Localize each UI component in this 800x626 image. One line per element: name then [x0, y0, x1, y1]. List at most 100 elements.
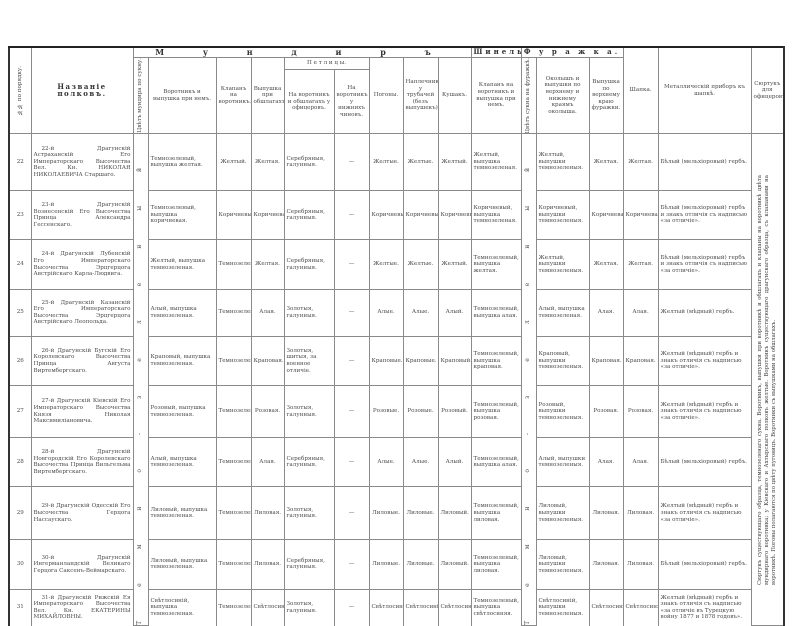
- shapka-cell: Алая.: [622, 288, 659, 337]
- regiment-name: 24-й Драгунскій Лубенскій Его Императорс…: [30, 239, 134, 290]
- shoulder-straps-cell: Алые.: [368, 436, 404, 488]
- collar-cell: Алый, выпушка темнозеленая.: [147, 288, 217, 337]
- uniform-color-column: Темно-зеленый: [132, 133, 149, 626]
- cuff-piping-cell: Коричневая.: [250, 189, 285, 241]
- header-petlitsy-lower-ranks: На воротникъ у нижнихъ чиновъ.: [333, 69, 370, 135]
- cuff-piping-cell: Лиловая.: [250, 539, 285, 590]
- header-petlitsy-officers: На воротникъ и обшлагахъ у офицеровъ.: [283, 69, 335, 135]
- shapka-cell: Коричневая.: [622, 189, 659, 241]
- greatcoat-patches-cell: Коричневый, выпушка темнозеленая.: [470, 189, 522, 241]
- cuff-piping-cell: Алая.: [250, 288, 285, 337]
- petlitsy-lower-cell: —: [333, 385, 370, 438]
- header-greatcoat: Шинель.: [470, 45, 522, 58]
- shoulder-straps-cell: Алые.: [368, 288, 404, 337]
- sash-cell: Желтый.: [437, 133, 472, 191]
- trumpeter-wings-cell: Лиловые.: [402, 539, 439, 590]
- row-number: 22: [8, 133, 32, 191]
- header-regiment-name: Названіе полковъ.: [30, 46, 134, 135]
- shoulder-straps-cell: Лиловые.: [368, 539, 404, 590]
- collar-patches-cell: Темнозеленый.: [215, 539, 252, 590]
- header-greatcoat-patches: Клапанъ на воротникъ и выпушка при немъ.: [470, 56, 522, 135]
- cap-crown-piping-cell: Лиловая.: [588, 539, 624, 590]
- petlitsy-officers-cell: Серебряныя, галунныя.: [283, 189, 335, 241]
- cap-crown-piping-cell: Желтая.: [588, 239, 624, 290]
- cap-band-cell: Лиловый, выпушки темнозеленыя.: [535, 539, 590, 590]
- petlitsy-lower-cell: —: [333, 189, 370, 241]
- regiment-name: 23-й Драгунскій Вознесенскій Его Высочес…: [30, 189, 134, 241]
- frock-coat-note-cell: Сюртукъ существующаго образца, темнозеле…: [750, 133, 786, 626]
- shoulder-straps-cell: Коричневые.: [368, 189, 404, 241]
- greatcoat-patches-cell: Темнозеленый, выпушка лиловая.: [470, 486, 522, 541]
- sash-cell: Желтый.: [437, 239, 472, 290]
- cuff-piping-cell: Алая.: [250, 436, 285, 488]
- metal-fittings-cell: Бѣлый (мельхіоровый) гербъ и знакъ отлич…: [657, 239, 752, 290]
- header-shoulder-straps: Погоны.: [368, 56, 404, 135]
- petlitsy-officers-cell: Золотыя, шитыя, за военное отличіе.: [283, 335, 335, 387]
- header-collar-patches: Клапанъ на воротникъ.: [215, 56, 252, 135]
- petlitsy-lower-cell: —: [333, 335, 370, 387]
- petlitsy-officers-cell: Серебряныя, галунныя.: [283, 436, 335, 488]
- greatcoat-patches-cell: Темнозеленый, выпушка алая.: [470, 288, 522, 337]
- regiment-row: 24 24-й Драгунскій Лубенскій Его Императо…: [8, 239, 784, 290]
- petlitsy-lower-cell: —: [333, 288, 370, 337]
- header-frock-coat: Сюртукъ для офицеровъ.: [750, 46, 786, 135]
- collar-patches-cell: Темнозеленый.: [215, 436, 252, 488]
- collar-patches-cell: Темнозеленый.: [215, 335, 252, 387]
- row-number: 23: [8, 189, 32, 241]
- petlitsy-lower-cell: —: [333, 239, 370, 290]
- collar-cell: Желтый, выпушка темнозеленая.: [147, 239, 217, 290]
- header-cap-crown-piping: Выпушка по верхнему краю фуражки.: [588, 56, 624, 135]
- metal-fittings-cell: Бѣлый (мельхіоровый) гербъ.: [657, 133, 752, 191]
- collar-patches-cell: Темнозеленый.: [215, 288, 252, 337]
- row-number: 25: [8, 288, 32, 337]
- cap-crown-piping-cell: Розовая.: [588, 385, 624, 438]
- greatcoat-patches-cell: Темнозеленый, выпушка розовая.: [470, 385, 522, 438]
- collar-patches-cell: Темнозеленый.: [215, 239, 252, 290]
- header-shapka: Шапка.: [622, 46, 659, 135]
- regiment-row: 25 25-й Драгунскій Казанскій Его Императо…: [8, 288, 784, 337]
- uniform-table: №№ по порядку. Названіе полковъ. М у н д…: [8, 45, 786, 626]
- cuff-piping-cell: Желтая.: [250, 133, 285, 191]
- metal-fittings-cell: Бѣлый (мельхіоровый) гербъ.: [657, 539, 752, 590]
- metal-fittings-cell: Желтый (мѣдный) гербъ и знакъ отличія съ…: [657, 486, 752, 541]
- greatcoat-patches-cell: Темнозеленый, выпушка лиловая.: [470, 539, 522, 590]
- shapka-cell: Алая.: [622, 436, 659, 488]
- shoulder-straps-cell: Розовые.: [368, 385, 404, 438]
- shapka-cell: Розовая.: [622, 385, 659, 438]
- regiment-row: 23 23-й Драгунскій Вознесенскій Его Высоч…: [8, 189, 784, 241]
- regiment-row: 30 30-й Драгунскій Ингерманландскій Велик…: [8, 539, 784, 590]
- shapka-cell: Желтая.: [622, 133, 659, 191]
- collar-patches-cell: Темнозеленый.: [215, 385, 252, 438]
- cap-band-cell: Розовый, выпушки темнозеленыя.: [535, 385, 590, 438]
- header-number: №№ по порядку.: [8, 46, 32, 135]
- row-number: 29: [8, 486, 32, 541]
- row-number: 30: [8, 539, 32, 590]
- regiment-name: 30-й Драгунскій Ингерманландскій Великаг…: [30, 539, 134, 590]
- trumpeter-wings-cell: Алые.: [402, 436, 439, 488]
- collar-patches-cell: Желтый.: [215, 133, 252, 191]
- cap-crown-piping-cell: Коричневая.: [588, 189, 624, 241]
- petlitsy-officers-cell: Серебряныя, галунныя.: [283, 133, 335, 191]
- header-cap: Ф у р а ж к а.: [520, 45, 624, 58]
- cap-band-cell: Желтый, выпушки темнозеленыя.: [535, 239, 590, 290]
- metal-fittings-cell: Желтый (мѣдный) гербъ и знакъ отличія съ…: [657, 385, 752, 438]
- row-number: 24: [8, 239, 32, 290]
- collar-cell: Темнозеленый, выпушка коричневая.: [147, 189, 217, 241]
- trumpeter-wings-cell: Алые.: [402, 288, 439, 337]
- collar-cell: Лиловый, выпушка темнозеленая.: [147, 539, 217, 590]
- shoulder-straps-cell: Желтые.: [368, 239, 404, 290]
- sash-cell: Розовый.: [437, 385, 472, 438]
- petlitsy-lower-cell: —: [333, 133, 370, 191]
- trumpeter-wings-cell: Розовые.: [402, 385, 439, 438]
- collar-patches-cell: Коричневый.: [215, 189, 252, 241]
- header-uniform-color-text: Цвѣтъ мундира по сукну.: [137, 58, 144, 133]
- metal-fittings-cell: Желтый (мѣдный) гербъ.: [657, 288, 752, 337]
- row-number: 27: [8, 385, 32, 438]
- sash-cell: Лиловый.: [437, 486, 472, 541]
- header-petlitsy: П е т л и ц ы.: [283, 56, 370, 71]
- cap-crown-piping-cell: Алая.: [588, 288, 624, 337]
- regiment-name: 28-й Драгунскій Новгородскій Его Королев…: [30, 436, 134, 488]
- header-cap-band: Околышъ и выпушки по верхнему и нижнему …: [535, 56, 590, 135]
- cap-crown-piping-cell: Лиловая.: [588, 486, 624, 541]
- sash-cell: Алый.: [437, 436, 472, 488]
